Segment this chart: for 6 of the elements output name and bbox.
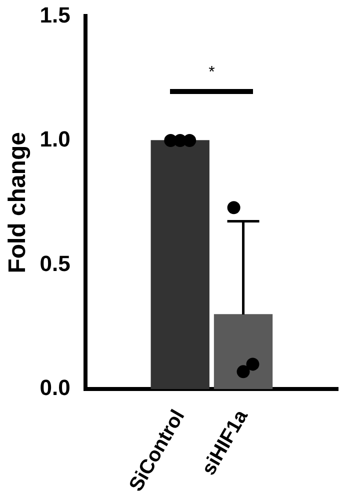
y-axis-title: Fold change: [4, 132, 32, 274]
annotation: *: [208, 64, 215, 81]
y-tick-label: 0.5: [40, 250, 70, 276]
y-tick-label: 0.0: [40, 375, 70, 400]
y-tick-label: 1.0: [40, 126, 70, 152]
y-tick-label: 1.5: [40, 2, 70, 28]
